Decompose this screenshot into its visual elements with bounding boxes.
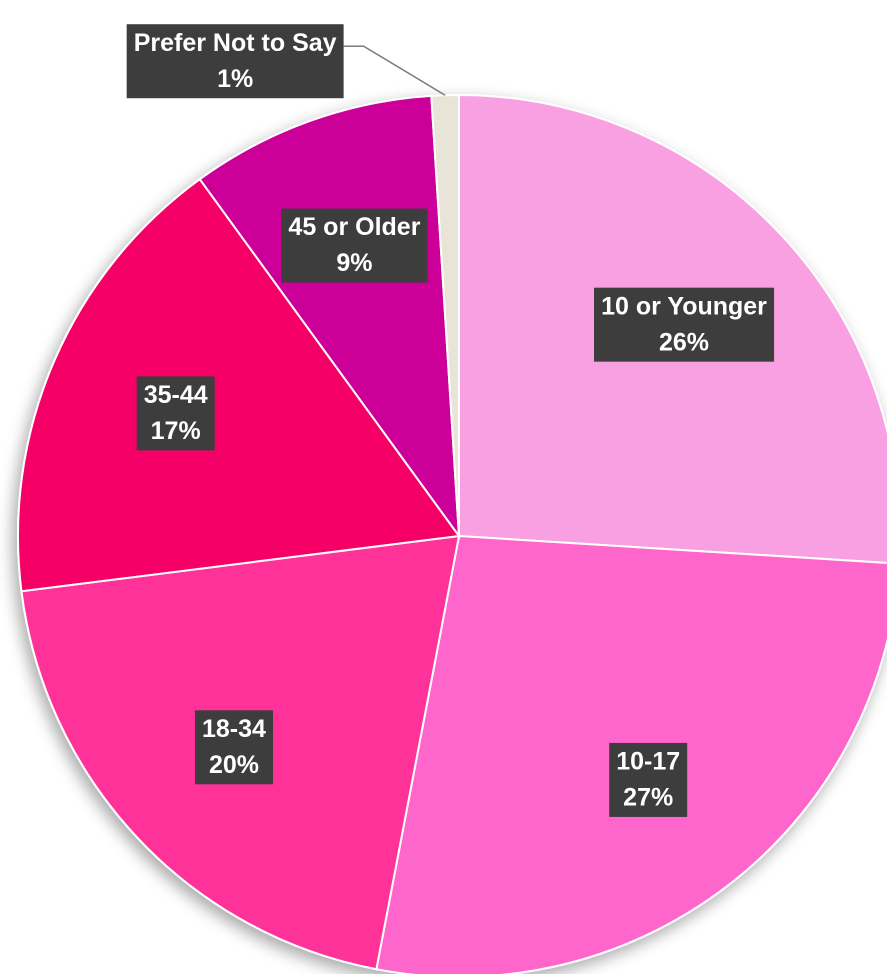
label-box (594, 287, 775, 362)
label-value: 26% (659, 328, 709, 356)
pie-slice (198, 94, 461, 540)
label-name: 10 or Younger (601, 292, 767, 320)
data-label: 18-34 20% (194, 710, 273, 785)
leader-line (343, 45, 446, 96)
pie (17, 93, 887, 974)
label-name: 35-44 (144, 381, 208, 409)
label-name: Prefer Not to Say (134, 29, 337, 57)
label-box (194, 710, 273, 785)
data-label: 10 or Younger 26% (594, 287, 775, 362)
label-value: 1% (217, 65, 253, 93)
data-label: 35-44 17% (136, 376, 215, 451)
label-box (609, 742, 688, 817)
data-label: 10-17 27% (609, 742, 688, 817)
label-value: 20% (209, 751, 259, 779)
data-label: Prefer Not to Say 1% (126, 24, 344, 99)
label-value: 9% (336, 249, 372, 277)
label-box (281, 208, 428, 283)
label-value: 17% (151, 417, 201, 445)
pie-slice (17, 177, 461, 593)
label-box (126, 24, 344, 99)
label-name: 18-34 (202, 715, 266, 743)
label-name: 45 or Older (288, 213, 420, 241)
data-label: 45 or Older 9% (281, 208, 428, 283)
label-value: 27% (623, 784, 673, 812)
label-name: 10-17 (616, 748, 680, 776)
label-box (136, 376, 215, 451)
